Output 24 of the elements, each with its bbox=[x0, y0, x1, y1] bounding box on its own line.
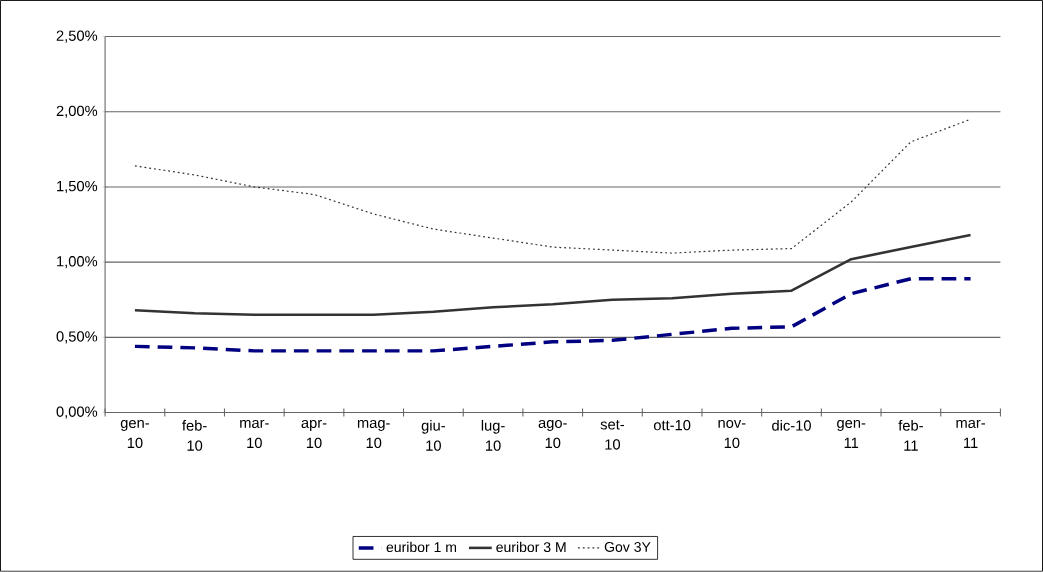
x-tick-label: lug-10 bbox=[481, 420, 505, 451]
x-tick-label: gen-10 bbox=[120, 420, 149, 449]
y-tick-label: 0,00% bbox=[56, 406, 98, 419]
x-tick-label: set-10 bbox=[600, 420, 625, 450]
legend-label: euribor 1 m bbox=[386, 541, 457, 553]
y-tick-label: 0,50% bbox=[56, 331, 98, 344]
x-tick-label: dic-10 bbox=[772, 420, 811, 431]
x-tick-label: mar-11 bbox=[956, 420, 986, 449]
y-tick-label: 1,50% bbox=[57, 181, 98, 194]
x-tick-label: apr-10 bbox=[301, 420, 327, 449]
x-tick-label: giu-10 bbox=[421, 420, 445, 451]
x-tick-label: gen-11 bbox=[837, 420, 866, 449]
x-tick-label: ott-10 bbox=[653, 420, 691, 431]
y-tick-label: 2,50% bbox=[56, 30, 98, 43]
y-tick-label: 2,00% bbox=[56, 105, 98, 118]
x-tick-label: feb-11 bbox=[898, 420, 923, 451]
x-tick-label: ago-10 bbox=[538, 420, 567, 449]
x-tick-label: mar-10 bbox=[240, 420, 269, 449]
legend-label: euribor 3 M bbox=[496, 541, 566, 553]
y-tick-label: 1,00% bbox=[57, 256, 98, 269]
legend-label: Gov 3Y bbox=[604, 542, 651, 553]
x-tick-label: nov-10 bbox=[718, 420, 746, 449]
x-tick-label: mag-10 bbox=[357, 420, 390, 449]
x-tick-label: feb-10 bbox=[182, 420, 207, 451]
